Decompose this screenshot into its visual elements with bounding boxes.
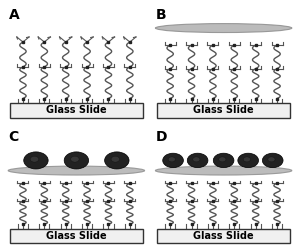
Text: Glass Slide: Glass Slide: [193, 231, 254, 241]
Text: C: C: [8, 130, 19, 144]
Ellipse shape: [163, 153, 183, 168]
Ellipse shape: [111, 156, 120, 162]
Ellipse shape: [71, 156, 79, 162]
Text: D: D: [156, 130, 167, 144]
Ellipse shape: [155, 24, 292, 32]
Ellipse shape: [24, 152, 48, 169]
Ellipse shape: [268, 157, 275, 162]
Text: A: A: [8, 8, 19, 22]
Ellipse shape: [262, 153, 283, 168]
Ellipse shape: [193, 157, 200, 162]
FancyBboxPatch shape: [10, 229, 143, 244]
FancyBboxPatch shape: [157, 229, 290, 244]
Ellipse shape: [64, 152, 88, 169]
Ellipse shape: [30, 156, 39, 162]
Ellipse shape: [105, 152, 129, 169]
Ellipse shape: [8, 166, 145, 175]
FancyBboxPatch shape: [157, 103, 290, 118]
Ellipse shape: [187, 153, 208, 168]
Text: Glass Slide: Glass Slide: [46, 231, 107, 241]
FancyBboxPatch shape: [10, 103, 143, 118]
Text: B: B: [156, 8, 166, 22]
Ellipse shape: [238, 153, 259, 168]
Ellipse shape: [155, 166, 292, 175]
Text: Glass Slide: Glass Slide: [46, 106, 107, 116]
Ellipse shape: [219, 157, 226, 162]
Ellipse shape: [213, 153, 234, 168]
Text: Glass Slide: Glass Slide: [193, 106, 254, 116]
Ellipse shape: [243, 157, 250, 162]
Ellipse shape: [168, 157, 175, 162]
